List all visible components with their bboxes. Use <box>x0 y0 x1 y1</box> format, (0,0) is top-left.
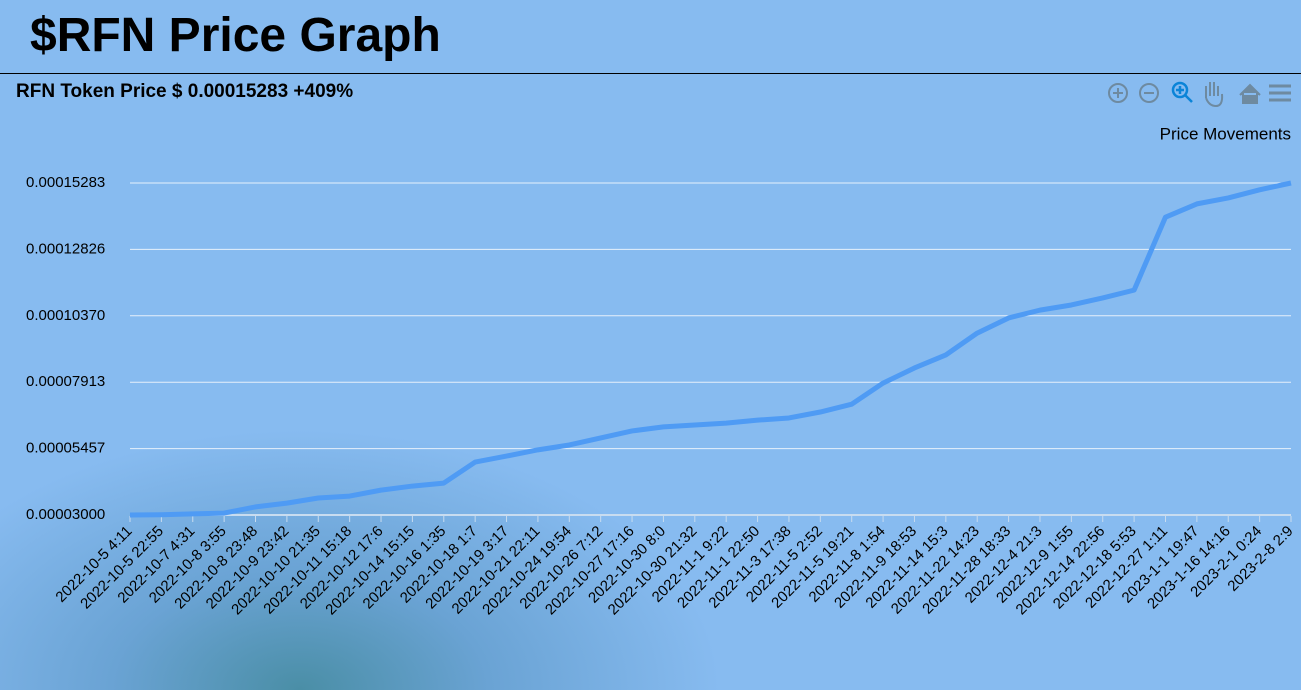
header: $RFN Price Graph <box>0 0 1301 74</box>
y-tick-label: 0.00012826 <box>26 240 105 257</box>
y-tick-label: 0.00007913 <box>26 373 105 390</box>
pan[interactable] <box>1205 82 1224 108</box>
page-title: $RFN Price Graph <box>30 9 441 62</box>
menu[interactable] <box>1269 84 1291 102</box>
price-line <box>129 180 1292 518</box>
reset[interactable] <box>1239 83 1261 104</box>
zoom-out[interactable] <box>1139 83 1159 103</box>
chart-title: RFN Token Price $ 0.00015283 +409% <box>16 81 353 102</box>
zoom-in[interactable] <box>1108 83 1128 103</box>
y-tick-label: 0.00015283 <box>26 174 105 191</box>
chart: RFN Token Price $ 0.00015283 +409% 0.000… <box>16 81 1297 618</box>
toolbar[interactable] <box>1108 81 1291 108</box>
y-tick-label: 0.00010370 <box>26 307 105 324</box>
legend-label: Price Movements <box>1160 124 1291 143</box>
y-tick-label: 0.00003000 <box>26 506 105 523</box>
zoom-select[interactable] <box>1171 81 1193 103</box>
y-tick-label: 0.00005457 <box>26 440 105 457</box>
